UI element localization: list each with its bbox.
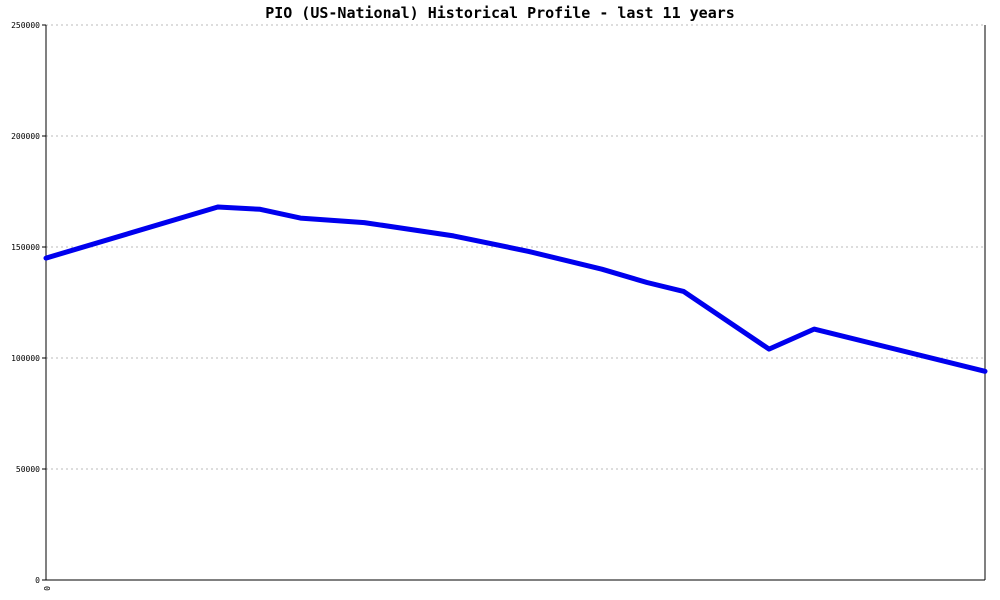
data-point (983, 369, 987, 373)
data-point (298, 216, 302, 220)
data-point (216, 205, 220, 209)
tick-labels: 0 50000 100000 150000 200000 250000 0 (11, 21, 51, 591)
data-point (767, 347, 771, 351)
data-point (812, 327, 816, 331)
y-tick-label: 100000 (11, 354, 40, 363)
grid-lines (46, 24, 985, 470)
y-tick-label: 0 (35, 576, 40, 585)
x-tick-label: 0 (42, 586, 51, 591)
data-point (44, 256, 48, 260)
data-point (682, 289, 686, 293)
axes (42, 24, 986, 581)
data-point (362, 221, 366, 225)
series-layer (43, 204, 988, 374)
chart-title: PIO (US-National) Historical Profile - l… (265, 4, 735, 22)
data-point (258, 207, 262, 211)
y-tick-label: 150000 (11, 243, 40, 252)
y-tick-label: 250000 (11, 21, 40, 30)
series-line (43, 204, 988, 374)
data-point (452, 234, 456, 238)
y-tick-label: 50000 (16, 465, 40, 474)
data-point (600, 267, 604, 271)
y-tick-label: 200000 (11, 132, 40, 141)
data-point (645, 281, 649, 285)
data-point (527, 249, 531, 253)
